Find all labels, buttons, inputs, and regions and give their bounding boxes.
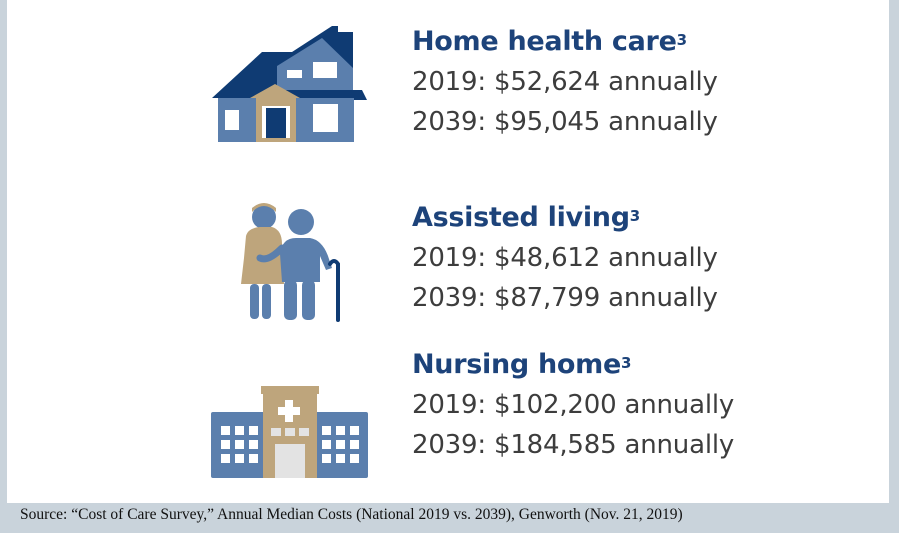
cost-2039: 2039: $95,045 annually	[412, 107, 718, 137]
house-icon	[212, 26, 367, 142]
caregiver-elderly-icon	[241, 203, 340, 322]
source-citation: Source: “Cost of Care Survey,” Annual Me…	[20, 506, 683, 523]
category-title: Assisted living3	[412, 198, 718, 238]
cost-2019: 2019: $48,612 annually	[412, 243, 718, 273]
footnote-marker: 3	[621, 354, 632, 372]
category-title-text: Assisted living	[412, 202, 630, 233]
home-health-care-block: Home health care3 2019: $52,624 annually…	[412, 22, 718, 142]
cost-2039: 2039: $184,585 annually	[412, 430, 735, 460]
hospital-icon	[211, 386, 368, 478]
footnote-marker: 3	[676, 31, 687, 49]
assisted-living-block: Assisted living3 2019: $48,612 annually …	[412, 198, 718, 318]
cost-2019: 2019: $102,200 annually	[412, 390, 735, 420]
category-title-text: Nursing home	[412, 349, 622, 380]
infographic-panel	[7, 0, 889, 503]
cost-2039: 2039: $87,799 annually	[412, 283, 718, 313]
category-title-text: Home health care	[412, 26, 677, 57]
cost-2019: 2019: $52,624 annually	[412, 67, 718, 97]
category-title: Nursing home3	[412, 345, 734, 385]
category-title: Home health care3	[412, 22, 718, 62]
footnote-marker: 3	[629, 207, 640, 225]
nursing-home-block: Nursing home3 2019: $102,200 annually 20…	[412, 345, 734, 465]
